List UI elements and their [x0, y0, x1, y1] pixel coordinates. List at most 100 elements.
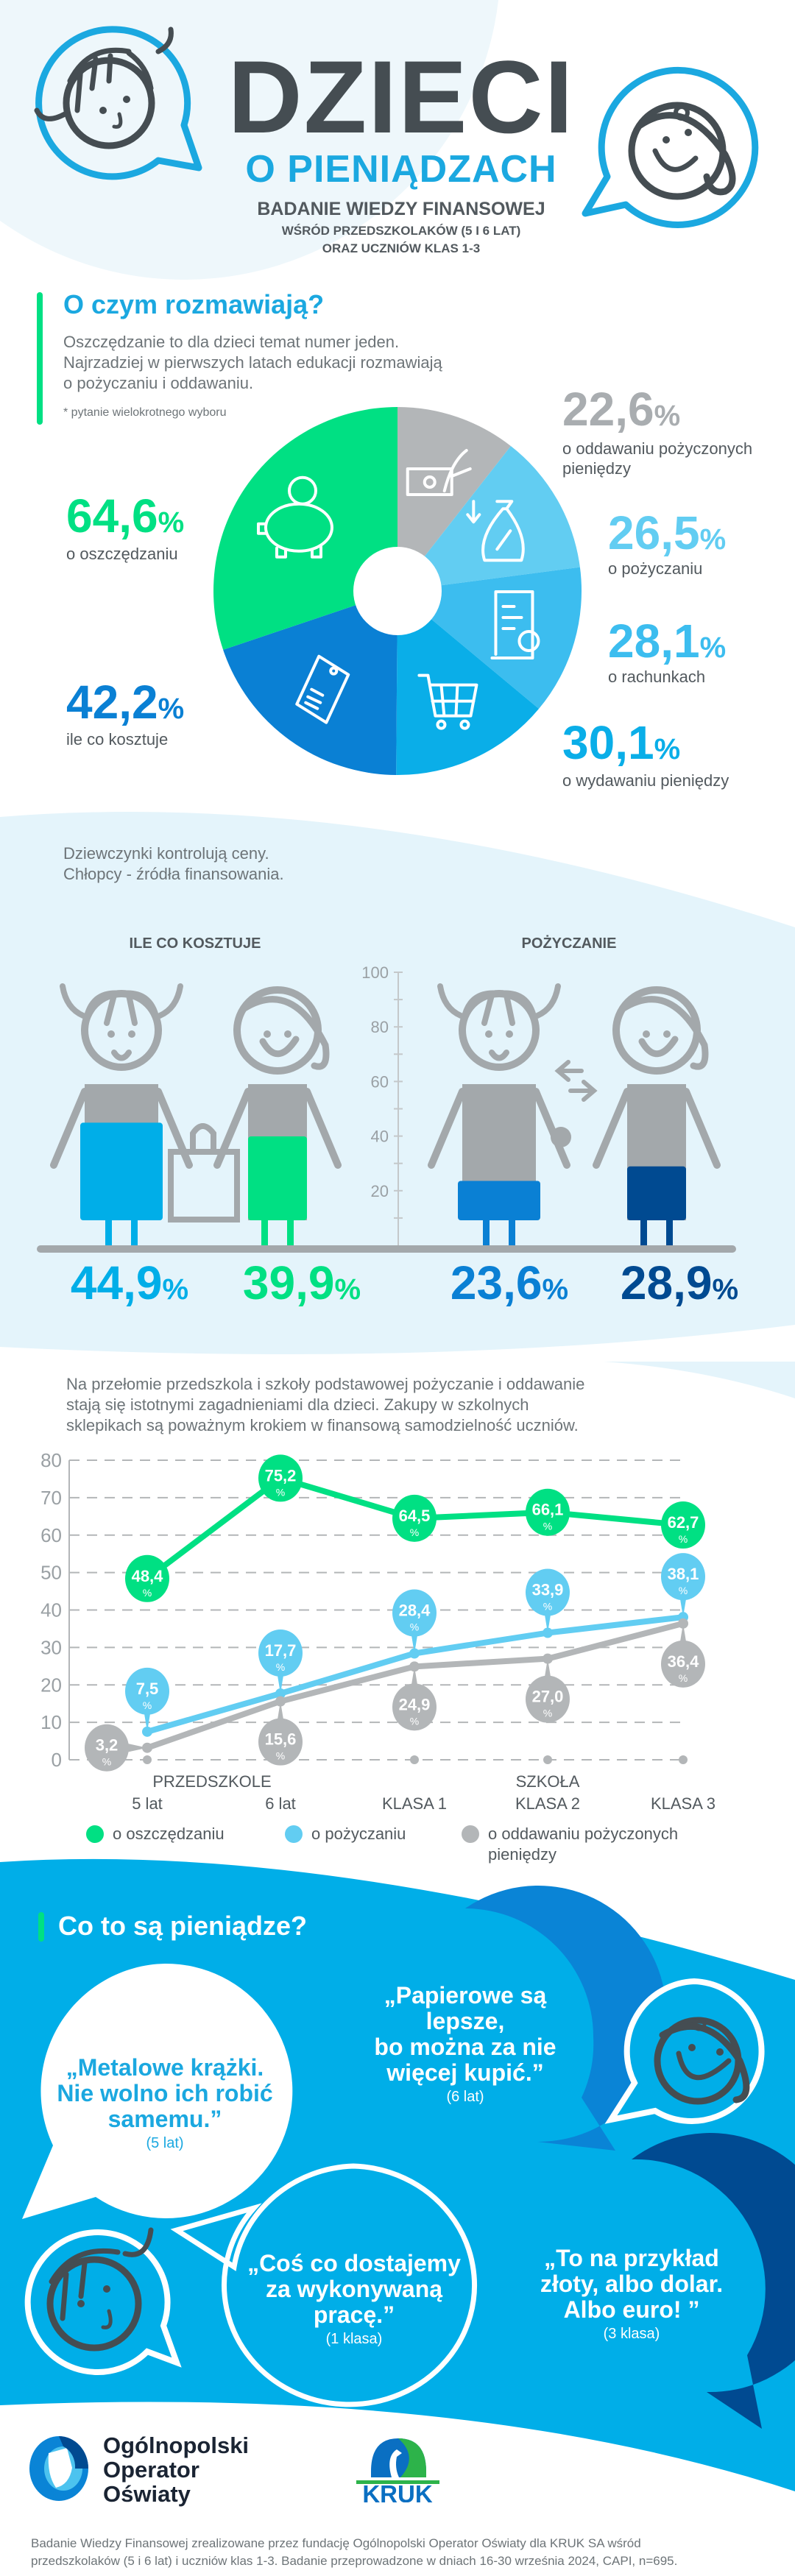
page-subtitle: O PIENIĄDZACH [245, 148, 557, 191]
arm [593, 1088, 631, 1169]
y-tick-label: 20 [371, 1182, 389, 1200]
quote-1-klasa: „Coś co dostajemy za wykonywaną pracę.” … [231, 2251, 477, 2350]
x-tick-dot [410, 1755, 419, 1764]
study-line: ORAZ UCZNIÓW KLAS 1-3 [322, 241, 481, 255]
x-tick-label: KLASA 2 [515, 1794, 580, 1813]
footnote: * pytanie wielokrotnego wyboru [63, 406, 227, 419]
x-tick-label: KLASA 1 [382, 1794, 447, 1813]
eye [128, 1030, 135, 1038]
value-fill [80, 1122, 163, 1220]
data-label-bubble [392, 1683, 437, 1731]
ground-line [37, 1245, 736, 1253]
quote-line: „Papierowe są [384, 1982, 547, 2009]
percent-sign: % [654, 400, 681, 432]
percent-sign: % [712, 1273, 739, 1306]
leg [640, 1220, 647, 1245]
svg-text:KRUK: KRUK [362, 2480, 432, 2502]
x-tick-dot [679, 1755, 688, 1764]
data-label-unit: % [679, 1672, 688, 1684]
data-label-bubble [258, 1454, 303, 1502]
data-label-bubble [661, 1640, 705, 1688]
data-label-unit: % [276, 1486, 285, 1498]
quote-line: za wykonywaną [265, 2276, 443, 2302]
footer-note-line: przedszkolaków (5 i 6 lat) i uczniów kla… [31, 2554, 678, 2568]
money-bag-percent-icon [466, 500, 525, 562]
legend-dot [285, 1825, 303, 1843]
data-label-unit: % [410, 1715, 419, 1727]
leg [509, 1220, 515, 1245]
eye [663, 1030, 671, 1038]
exchange-arrows-icon [554, 1060, 598, 1102]
data-label-bubble [258, 1629, 303, 1677]
quote-3-klasa: „To na przykład złoty, albo dolar. Albo … [504, 2246, 760, 2345]
leg [287, 1220, 294, 1245]
pie-slice [213, 407, 398, 650]
eye [284, 1030, 292, 1038]
legend-label: o oszczędzaniu [113, 1824, 225, 1844]
org-name-line: Ogólnopolski [103, 2432, 250, 2458]
eye [264, 1030, 271, 1038]
data-label: 15,6 [265, 1730, 297, 1749]
trend-paragraph: Na przełomie przedszkola i szkoły podsta… [66, 1374, 584, 1436]
quote-line: „To na przykład [544, 2245, 719, 2271]
data-label: 27,0 [532, 1688, 564, 1706]
quote-age: (3 klasa) [603, 2326, 660, 2342]
data-label-bubble [526, 1675, 570, 1723]
value-fill [248, 1136, 307, 1220]
data-label: 64,5 [399, 1507, 431, 1525]
percent-sign: % [158, 693, 185, 725]
data-label: 48,4 [132, 1567, 164, 1585]
data-label: 17,7 [265, 1641, 297, 1660]
legend-item: o pożyczaniu [285, 1824, 406, 1844]
legend-label-line: o oddawaniu pożyczonych [488, 1825, 679, 1843]
y-tick-label: 60 [371, 1072, 389, 1091]
pie-label: ile co kosztuje [66, 730, 169, 749]
y-tick-label: 10 [40, 1711, 62, 1733]
data-label-unit: % [543, 1601, 552, 1613]
legend-item: o oszczędzaniu [86, 1824, 225, 1844]
footer-note: Badanie Wiedzy Finansowej zrealizowane p… [31, 2535, 677, 2570]
x-tick-label: KLASA 3 [651, 1794, 716, 1813]
pie-label: o wydawaniu pieniędzy [562, 771, 729, 790]
study-line: WŚRÓD PRZEDSZKOLAKÓW (5 I 6 LAT) [281, 224, 521, 238]
eye [485, 1030, 492, 1038]
boy-figure-icon [213, 986, 342, 1245]
pie-value: 42,2% [66, 676, 185, 729]
data-label-bubble [661, 1501, 705, 1549]
x-tick-label: 5 lat [132, 1794, 163, 1813]
ooo-logo-icon [29, 2436, 88, 2501]
pie-value: 22,6% [562, 383, 681, 436]
tag-hole [329, 666, 339, 676]
pie-label: o pożyczaniu [608, 559, 703, 578]
y-tick-label: 70 [40, 1487, 62, 1509]
percent-sign: % [158, 506, 185, 539]
bag [481, 500, 525, 562]
quote-age: (5 lat) [146, 2135, 184, 2151]
gender-paragraph: Dziewczynki kontrolują ceny. Chłopcy - ź… [63, 843, 284, 885]
quote-line: pracę.” [313, 2301, 395, 2328]
y-tick-label: 0 [52, 1749, 62, 1771]
data-label-bubble [661, 1553, 705, 1601]
cap [241, 996, 330, 1070]
legend-label: o pożyczaniu [311, 1824, 406, 1844]
data-label: 28,4 [399, 1602, 431, 1620]
percent-sign: % [162, 1273, 189, 1306]
leg [666, 1220, 673, 1245]
wheel [459, 719, 470, 730]
pie-label: o oszczędzaniu [66, 545, 178, 563]
piggy-legs [256, 522, 322, 559]
arm [50, 1088, 88, 1169]
arrow [466, 500, 481, 524]
topics-paragraph: Oszczędzanie to dla dzieci temat numer j… [63, 332, 442, 394]
data-label: 66,1 [532, 1501, 564, 1519]
quote-line: złoty, albo dolar. [540, 2271, 724, 2297]
figure-value: 28,9% [620, 1256, 739, 1309]
cap [620, 996, 709, 1070]
group-title: ILE CO KOSZTUJE [129, 935, 261, 952]
legend-label-line: o oszczędzaniu [113, 1825, 225, 1843]
kruk-logo-icon: KRUK [356, 2438, 439, 2502]
x-tick-dot [543, 1755, 552, 1764]
y-tick-label: 100 [361, 963, 389, 982]
boy-speech-bubble-icon [604, 1978, 765, 2124]
data-label-bubble [526, 1488, 570, 1536]
